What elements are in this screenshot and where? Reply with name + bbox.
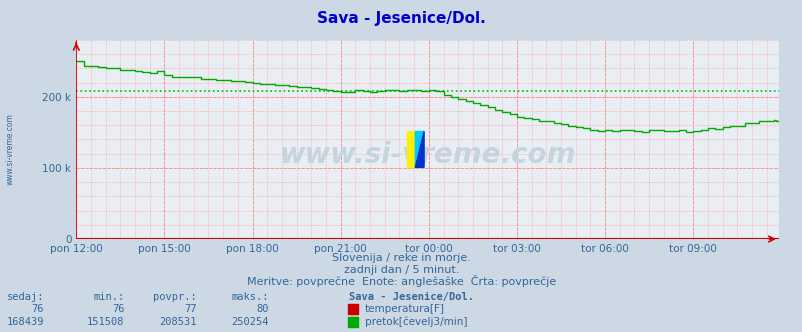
Text: Sava - Jesenice/Dol.: Sava - Jesenice/Dol. [349,292,474,302]
Text: 168439: 168439 [6,317,44,327]
Text: www.si-vreme.com: www.si-vreme.com [6,114,15,185]
Text: 80: 80 [256,304,269,314]
Text: maks.:: maks.: [231,292,269,302]
Text: 250254: 250254 [231,317,269,327]
Text: Slovenija / reke in morje.: Slovenija / reke in morje. [332,253,470,263]
Text: 208531: 208531 [159,317,196,327]
Polygon shape [415,131,423,167]
Polygon shape [415,131,423,167]
Text: Meritve: povprečne  Enote: anglešaške  Črta: povprečje: Meritve: povprečne Enote: anglešaške Črt… [246,275,556,287]
Text: pretok[čevelj3/min]: pretok[čevelj3/min] [364,317,467,327]
Text: 76: 76 [111,304,124,314]
Text: 76: 76 [31,304,44,314]
Text: temperatura[F]: temperatura[F] [364,304,444,314]
Text: sedaj:: sedaj: [6,292,44,302]
Text: www.si-vreme.com: www.si-vreme.com [279,141,575,169]
Text: zadnji dan / 5 minut.: zadnji dan / 5 minut. [343,265,459,275]
Text: Sava - Jesenice/Dol.: Sava - Jesenice/Dol. [317,11,485,26]
Text: min.:: min.: [93,292,124,302]
Text: povpr.:: povpr.: [153,292,196,302]
Bar [406,131,415,167]
Text: 77: 77 [184,304,196,314]
Text: 151508: 151508 [87,317,124,327]
